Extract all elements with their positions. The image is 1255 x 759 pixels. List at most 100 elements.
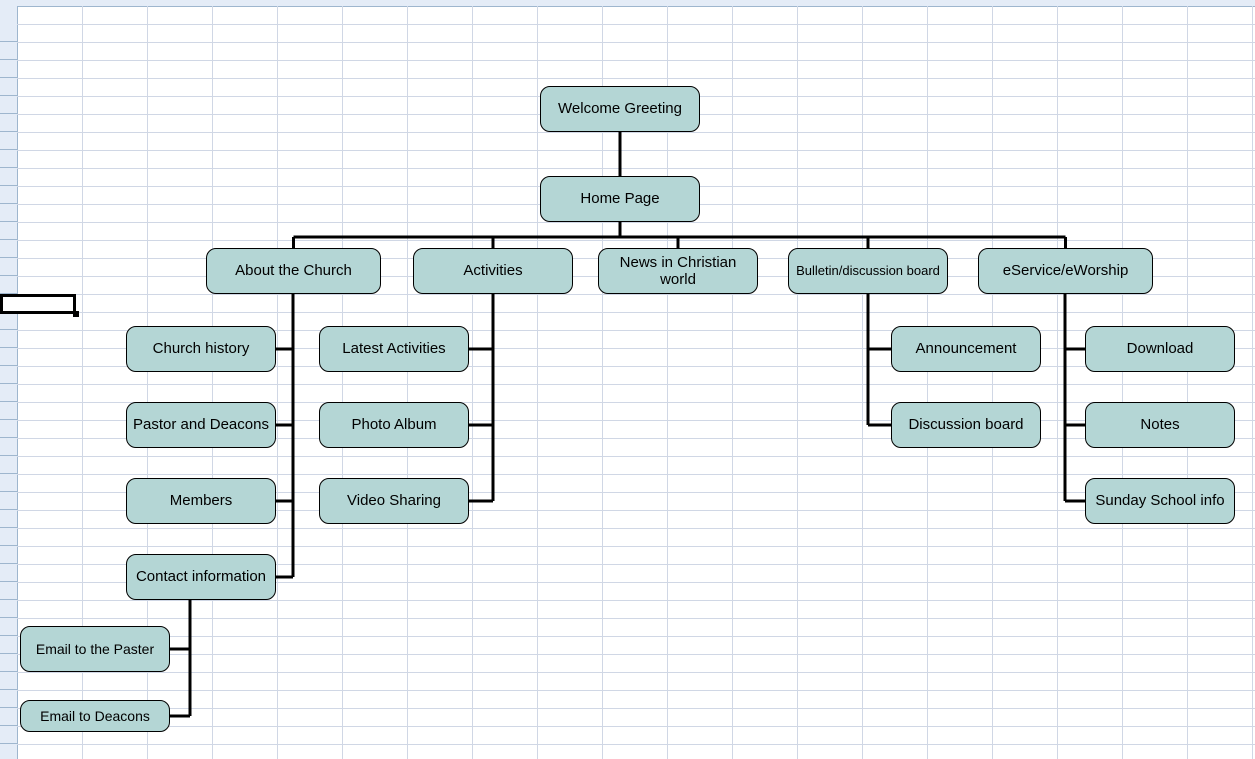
row-header-cell[interactable] bbox=[0, 366, 17, 384]
row-header-cell[interactable] bbox=[0, 474, 17, 492]
row-header-cell[interactable] bbox=[0, 384, 17, 402]
node-announcement[interactable]: Announcement bbox=[891, 326, 1041, 372]
node-label: Contact information bbox=[136, 568, 266, 585]
grid-row-line bbox=[17, 24, 1255, 25]
row-header-strip bbox=[0, 6, 18, 759]
grid-col-line bbox=[342, 6, 343, 759]
node-label: Notes bbox=[1140, 416, 1179, 433]
grid-row-line bbox=[17, 708, 1255, 709]
grid-col-line bbox=[862, 6, 863, 759]
row-header-cell[interactable] bbox=[0, 240, 17, 258]
node-video-sharing[interactable]: Video Sharing bbox=[319, 478, 469, 524]
row-header-cell[interactable] bbox=[0, 708, 17, 726]
node-church-history[interactable]: Church history bbox=[126, 326, 276, 372]
row-header-cell[interactable] bbox=[0, 510, 17, 528]
grid-col-line bbox=[1252, 6, 1253, 759]
row-header-cell[interactable] bbox=[0, 636, 17, 654]
grid-row-line bbox=[17, 636, 1255, 637]
row-header-cell[interactable] bbox=[0, 114, 17, 132]
row-header-cell[interactable] bbox=[0, 654, 17, 672]
node-sunday-school[interactable]: Sunday School info bbox=[1085, 478, 1235, 524]
row-header-cell[interactable] bbox=[0, 438, 17, 456]
row-header-cell[interactable] bbox=[0, 618, 17, 636]
row-header-cell[interactable] bbox=[0, 402, 17, 420]
row-header-cell[interactable] bbox=[0, 492, 17, 510]
row-header-cell[interactable] bbox=[0, 150, 17, 168]
diagram-canvas: Welcome Greeting Home Page About the Churc… bbox=[0, 0, 1255, 759]
node-eservice[interactable]: eService/eWorship bbox=[978, 248, 1153, 294]
row-header-cell[interactable] bbox=[0, 312, 17, 330]
node-label: News in Christian world bbox=[603, 254, 753, 289]
node-email-pastor[interactable]: Email to the Paster bbox=[20, 626, 170, 672]
fill-handle[interactable] bbox=[73, 311, 79, 317]
grid-row-line bbox=[17, 528, 1255, 529]
row-header-cell[interactable] bbox=[0, 528, 17, 546]
row-header-cell[interactable] bbox=[0, 24, 17, 42]
grid-row-line bbox=[17, 60, 1255, 61]
grid-row-line bbox=[17, 42, 1255, 43]
node-label: Church history bbox=[153, 340, 250, 357]
row-header-cell[interactable] bbox=[0, 456, 17, 474]
node-label: Latest Activities bbox=[342, 340, 445, 357]
node-latest-act[interactable]: Latest Activities bbox=[319, 326, 469, 372]
row-header-cell[interactable] bbox=[0, 258, 17, 276]
grid-row-line bbox=[17, 168, 1255, 169]
node-notes[interactable]: Notes bbox=[1085, 402, 1235, 448]
grid-col-line bbox=[797, 6, 798, 759]
row-header-cell[interactable] bbox=[0, 582, 17, 600]
row-header-cell[interactable] bbox=[0, 744, 17, 759]
grid-col-line bbox=[537, 6, 538, 759]
row-header-cell[interactable] bbox=[0, 564, 17, 582]
row-header-cell[interactable] bbox=[0, 600, 17, 618]
row-header-cell[interactable] bbox=[0, 672, 17, 690]
row-header-cell[interactable] bbox=[0, 186, 17, 204]
grid-row-line bbox=[17, 744, 1255, 745]
row-header-cell[interactable] bbox=[0, 348, 17, 366]
node-photo-album[interactable]: Photo Album bbox=[319, 402, 469, 448]
node-label: Email to the Paster bbox=[36, 641, 154, 657]
row-header-cell[interactable] bbox=[0, 690, 17, 708]
node-home[interactable]: Home Page bbox=[540, 176, 700, 222]
row-header-cell[interactable] bbox=[0, 330, 17, 348]
row-header-cell[interactable] bbox=[0, 42, 17, 60]
node-bulletin[interactable]: Bulletin/discussion board bbox=[788, 248, 948, 294]
grid-row-line bbox=[17, 654, 1255, 655]
grid-row-line bbox=[17, 600, 1255, 601]
node-email-deacons[interactable]: Email to Deacons bbox=[20, 700, 170, 732]
row-header-cell[interactable] bbox=[0, 60, 17, 78]
row-header-cell[interactable] bbox=[0, 546, 17, 564]
row-header-cell[interactable] bbox=[0, 222, 17, 240]
node-label: Sunday School info bbox=[1095, 492, 1224, 509]
grid-col-line bbox=[212, 6, 213, 759]
node-download[interactable]: Download bbox=[1085, 326, 1235, 372]
row-header-cell[interactable] bbox=[0, 78, 17, 96]
node-members[interactable]: Members bbox=[126, 478, 276, 524]
grid-row-line bbox=[17, 240, 1255, 241]
active-cell-selection[interactable] bbox=[0, 294, 76, 314]
row-header-cell[interactable] bbox=[0, 96, 17, 114]
grid-col-line bbox=[472, 6, 473, 759]
node-label: Video Sharing bbox=[347, 492, 441, 509]
node-about[interactable]: About the Church bbox=[206, 248, 381, 294]
node-welcome[interactable]: Welcome Greeting bbox=[540, 86, 700, 132]
node-pastor-deacons[interactable]: Pastor and Deacons bbox=[126, 402, 276, 448]
row-header-cell[interactable] bbox=[0, 204, 17, 222]
node-contact[interactable]: Contact information bbox=[126, 554, 276, 600]
grid-row-line bbox=[17, 222, 1255, 223]
grid-row-line bbox=[17, 672, 1255, 673]
node-discussion-board[interactable]: Discussion board bbox=[891, 402, 1041, 448]
node-news[interactable]: News in Christian world bbox=[598, 248, 758, 294]
row-header-cell[interactable] bbox=[0, 168, 17, 186]
node-label: Download bbox=[1127, 340, 1194, 357]
row-header-cell[interactable] bbox=[0, 276, 17, 294]
node-label: Announcement bbox=[916, 340, 1017, 357]
row-header-cell[interactable] bbox=[0, 420, 17, 438]
row-header-cell[interactable] bbox=[0, 132, 17, 150]
node-label: Members bbox=[170, 492, 233, 509]
node-label: Bulletin/discussion board bbox=[796, 264, 940, 279]
node-label: Activities bbox=[463, 262, 522, 279]
node-activities[interactable]: Activities bbox=[413, 248, 573, 294]
node-label: Email to Deacons bbox=[40, 708, 150, 724]
row-header-cell[interactable] bbox=[0, 726, 17, 744]
grid-col-line bbox=[1057, 6, 1058, 759]
